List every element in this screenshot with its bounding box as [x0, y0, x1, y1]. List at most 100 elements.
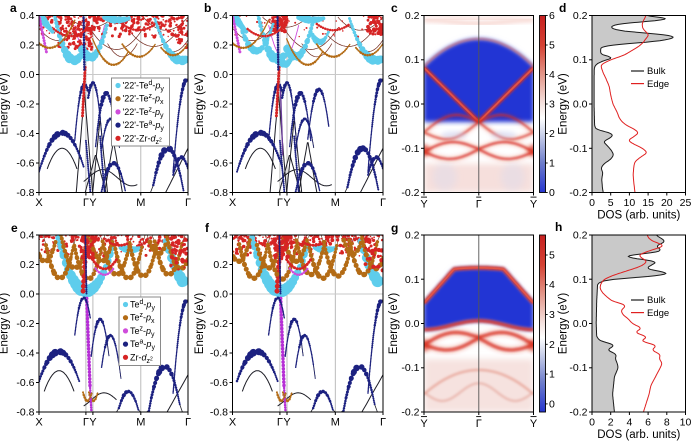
svg-text:0.1: 0.1 — [405, 274, 420, 286]
svg-text:0.2: 0.2 — [405, 10, 420, 22]
svg-text:-0.2: -0.2 — [401, 187, 419, 199]
svg-text:-0.1: -0.1 — [401, 362, 419, 374]
svg-text:Tez-px: Tez-px — [130, 312, 155, 325]
svg-text:4: 4 — [549, 69, 555, 81]
svg-text:'22'-Tez-py: '22'-Tez-py — [123, 106, 164, 119]
svg-text:-0.8: -0.8 — [16, 187, 34, 199]
svg-text:0: 0 — [589, 417, 595, 429]
svg-text:8: 8 — [664, 417, 670, 429]
svg-text:Γ: Γ — [83, 197, 89, 209]
svg-text:5: 5 — [549, 40, 555, 52]
svg-text:Bulk: Bulk — [647, 295, 666, 306]
svg-text:Y: Y — [530, 199, 538, 211]
svg-text:Γ: Γ — [185, 197, 191, 209]
svg-text:4: 4 — [626, 417, 632, 429]
svg-text:0.1: 0.1 — [573, 274, 588, 286]
svg-text:X: X — [229, 197, 237, 209]
svg-text:0.2: 0.2 — [213, 40, 228, 52]
svg-text:'22'-Tez-px: '22'-Tez-px — [123, 93, 164, 106]
svg-text:-0.8: -0.8 — [16, 407, 34, 419]
svg-text:3: 3 — [549, 99, 555, 111]
svg-text:Y: Y — [420, 418, 428, 430]
svg-text:1: 1 — [549, 158, 555, 170]
svg-text:10: 10 — [624, 197, 636, 209]
svg-text:-0.1: -0.1 — [569, 362, 587, 374]
svg-text:-0.4: -0.4 — [16, 128, 34, 140]
svg-text:10: 10 — [680, 417, 692, 429]
svg-text:6: 6 — [645, 417, 651, 429]
svg-text:Ted-py: Ted-py — [130, 299, 155, 312]
svg-text:'22'-Tea-py: '22'-Tea-py — [123, 120, 165, 133]
svg-text:a: a — [10, 1, 17, 15]
svg-text:1: 1 — [549, 369, 555, 381]
svg-text:-0.8: -0.8 — [210, 407, 228, 419]
svg-text:M: M — [136, 417, 145, 429]
svg-text:Bulk: Bulk — [647, 66, 666, 77]
svg-text:-0.6: -0.6 — [210, 377, 228, 389]
svg-text:Edge: Edge — [647, 79, 669, 90]
svg-text:Energy (eV): Energy (eV) — [388, 293, 400, 355]
svg-text:-0.2: -0.2 — [569, 187, 587, 199]
svg-text:f: f — [205, 221, 210, 235]
svg-text:M: M — [136, 197, 145, 209]
svg-text:-0.1: -0.1 — [401, 143, 419, 155]
svg-text:0.0: 0.0 — [573, 99, 588, 111]
svg-text:5: 5 — [608, 197, 614, 209]
svg-text:0: 0 — [549, 187, 555, 199]
svg-text:0.4: 0.4 — [213, 10, 228, 22]
svg-text:Y: Y — [420, 199, 428, 211]
svg-text:0.4: 0.4 — [20, 10, 35, 22]
svg-text:Energy (eV): Energy (eV) — [388, 73, 400, 135]
svg-text:Γ: Γ — [277, 197, 283, 209]
svg-text:Γ: Γ — [185, 417, 191, 429]
svg-text:X: X — [35, 417, 43, 429]
svg-text:0.0: 0.0 — [405, 318, 420, 330]
svg-text:0.2: 0.2 — [213, 259, 228, 271]
svg-text:-0.2: -0.2 — [16, 99, 34, 111]
svg-text:6: 6 — [549, 10, 555, 22]
svg-text:M: M — [331, 197, 340, 209]
svg-text:0.2: 0.2 — [573, 230, 588, 242]
svg-text:0.1: 0.1 — [573, 54, 588, 66]
svg-text:Energy (eV): Energy (eV) — [0, 73, 11, 135]
svg-text:0.4: 0.4 — [213, 230, 228, 242]
svg-text:X: X — [35, 197, 43, 209]
svg-text:Tez-py: Tez-py — [130, 325, 155, 338]
svg-text:-0.4: -0.4 — [16, 348, 34, 360]
svg-text:Energy (eV): Energy (eV) — [194, 293, 206, 355]
svg-text:0.4: 0.4 — [20, 230, 35, 242]
svg-text:0.0: 0.0 — [213, 289, 228, 301]
svg-text:-0.6: -0.6 — [210, 158, 228, 170]
svg-text:d: d — [559, 1, 566, 15]
svg-text:25: 25 — [680, 197, 692, 209]
svg-text:Γ: Γ — [380, 417, 386, 429]
svg-text:0.0: 0.0 — [20, 69, 35, 81]
svg-text:Energy (eV): Energy (eV) — [558, 293, 570, 355]
svg-text:M: M — [331, 417, 340, 429]
svg-text:-0.2: -0.2 — [401, 407, 419, 419]
svg-text:-0.2: -0.2 — [569, 407, 587, 419]
svg-text:0.2: 0.2 — [20, 40, 35, 52]
svg-text:e: e — [11, 221, 18, 235]
svg-text:2: 2 — [608, 417, 614, 429]
svg-text:Energy (eV): Energy (eV) — [194, 73, 206, 135]
svg-text:-0.2: -0.2 — [210, 318, 228, 330]
svg-text:Y: Y — [530, 418, 538, 430]
svg-text:'22'-Ted-py: '22'-Ted-py — [123, 80, 165, 93]
svg-text:3: 3 — [549, 309, 555, 321]
svg-text:0.0: 0.0 — [213, 69, 228, 81]
svg-text:4: 4 — [549, 279, 555, 291]
svg-text:b: b — [204, 1, 211, 15]
svg-text:2: 2 — [549, 128, 555, 140]
svg-text:Γ: Γ — [476, 418, 482, 430]
svg-text:Γ: Γ — [380, 197, 386, 209]
svg-text:2: 2 — [549, 339, 555, 351]
svg-text:Y: Y — [89, 197, 97, 209]
svg-text:c: c — [391, 1, 398, 15]
svg-text:Γ: Γ — [83, 417, 89, 429]
svg-text:Γ: Γ — [476, 199, 482, 211]
svg-text:0.2: 0.2 — [20, 259, 35, 271]
svg-text:-0.6: -0.6 — [16, 158, 34, 170]
svg-text:Edge: Edge — [647, 308, 669, 319]
svg-text:Y: Y — [283, 197, 291, 209]
